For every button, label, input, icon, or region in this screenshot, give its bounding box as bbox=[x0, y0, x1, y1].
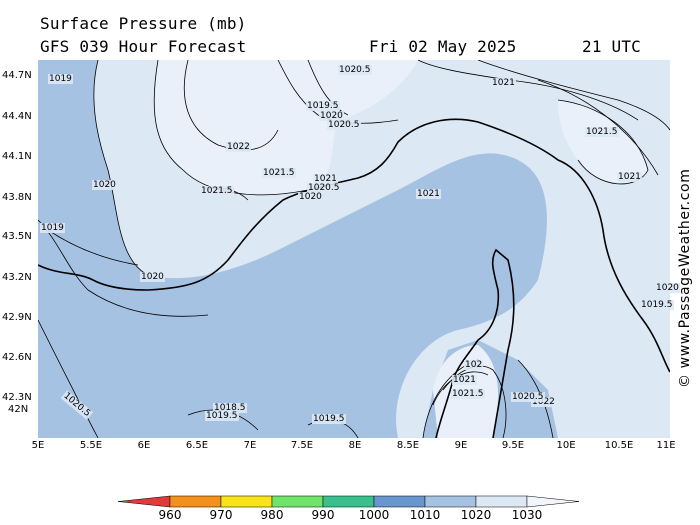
isobar-value-label: 1020.5 bbox=[307, 183, 341, 193]
pressure-zone-1021 bbox=[154, 60, 418, 195]
lat-tick-label: 43.2N bbox=[2, 272, 32, 283]
isobar-value-label: 1020 bbox=[298, 192, 323, 202]
lat-tick-label: 44.4N bbox=[2, 111, 32, 122]
isobar-value-label: 1021 bbox=[416, 189, 441, 199]
lat-tick-label: 42N bbox=[8, 404, 29, 415]
isobar-value-label: 1021.5 bbox=[585, 127, 619, 137]
isobar-value-label: 102 bbox=[464, 360, 484, 370]
forecast-label: GFS 039 Hour Forecast bbox=[40, 37, 247, 56]
legend-value-label: 990 bbox=[311, 508, 335, 522]
legend-value-label: 960 bbox=[158, 508, 182, 522]
lon-tick-label: 8.5E bbox=[396, 440, 420, 451]
isobar-value-label: 1020 bbox=[655, 283, 680, 293]
isobar-value-label: 1019.5 bbox=[312, 414, 346, 424]
map-title: Surface Pressure (mb) bbox=[40, 14, 247, 33]
lat-tick-label: 44.7N bbox=[2, 70, 32, 81]
isobar-value-label: 1020.5 bbox=[327, 120, 361, 130]
lon-tick-label: 10.5E bbox=[604, 440, 634, 451]
isobar-value-label: 1019.5 bbox=[640, 300, 674, 310]
lon-tick-label: 7.5E bbox=[290, 440, 314, 451]
isobar-value-label: 1022 bbox=[531, 397, 556, 407]
lon-tick-label: 5E bbox=[31, 440, 45, 451]
isobar-value-label: 1022 bbox=[226, 142, 251, 152]
legend-value-label: 1010 bbox=[409, 508, 441, 522]
legend-swatch bbox=[169, 495, 222, 508]
legend-swatch bbox=[475, 495, 528, 508]
isobar-value-label: 1019.5 bbox=[306, 101, 340, 111]
isobar-value-label: 1020.5 bbox=[511, 392, 545, 402]
lon-tick-label: 7E bbox=[243, 440, 257, 451]
legend-low-arrow bbox=[117, 495, 171, 508]
forecast-hour: 21 UTC bbox=[582, 37, 641, 56]
legend-swatch bbox=[373, 495, 426, 508]
lon-tick-label: 9.5E bbox=[501, 440, 525, 451]
lat-tick-label: 42.3N bbox=[2, 392, 32, 403]
isobar-value-label: 1019.5 bbox=[205, 411, 239, 421]
legend-value-label: 1030 bbox=[511, 508, 543, 522]
isobar-value-label: 1020.5 bbox=[338, 65, 372, 75]
isobar-value-label: 1021 bbox=[617, 172, 642, 182]
forecast-date: Fri 02 May 2025 bbox=[369, 37, 517, 56]
isobar-value-label: 1021.5 bbox=[262, 168, 296, 178]
lon-tick-label: 6.5E bbox=[185, 440, 209, 451]
lon-tick-label: 8E bbox=[348, 440, 362, 451]
isobar-value-label: 1021.5 bbox=[200, 186, 234, 196]
isobar-value-label: 1021 bbox=[491, 78, 516, 88]
lat-tick-label: 42.9N bbox=[2, 312, 32, 323]
lat-tick-label: 43.8N bbox=[2, 192, 32, 203]
legend-swatch bbox=[271, 495, 324, 508]
isobar-value-label: 1019 bbox=[40, 223, 65, 233]
lon-tick-label: 10E bbox=[556, 440, 576, 451]
pressure-legend bbox=[117, 495, 580, 508]
isobar-value-label: 1019 bbox=[48, 74, 73, 84]
legend-high-arrow bbox=[526, 495, 580, 508]
map-canvas bbox=[38, 60, 670, 438]
isobar-value-label: 1021 bbox=[313, 174, 338, 184]
legend-value-label: 1020 bbox=[460, 508, 492, 522]
legend-swatch bbox=[424, 495, 477, 508]
legend-swatch bbox=[220, 495, 273, 508]
legend-value-label: 1000 bbox=[358, 508, 390, 522]
isobar-value-label: 1018.5 bbox=[213, 403, 247, 413]
isobar-value-label: 1020 bbox=[319, 111, 344, 121]
legend-value-label: 970 bbox=[209, 508, 233, 522]
isobar-value-label: 1021.5 bbox=[451, 389, 485, 399]
lon-tick-label: 11E bbox=[656, 440, 676, 451]
isobar-value-label: 1020 bbox=[140, 272, 165, 282]
isobar-value-label: 1020 bbox=[92, 180, 117, 190]
lat-tick-label: 42.6N bbox=[2, 352, 32, 363]
lon-tick-label: 9E bbox=[454, 440, 468, 451]
legend-value-label: 980 bbox=[260, 508, 284, 522]
lat-tick-label: 43.5N bbox=[2, 231, 32, 242]
pressure-map bbox=[38, 60, 670, 438]
legend-swatch bbox=[322, 495, 375, 508]
lon-tick-label: 5.5E bbox=[79, 440, 103, 451]
isobar-value-label: 1021 bbox=[452, 375, 477, 385]
lon-tick-label: 6E bbox=[137, 440, 151, 451]
copyright-notice: © www.PassageWeather.com bbox=[677, 168, 693, 388]
lat-tick-label: 44.1N bbox=[2, 151, 32, 162]
